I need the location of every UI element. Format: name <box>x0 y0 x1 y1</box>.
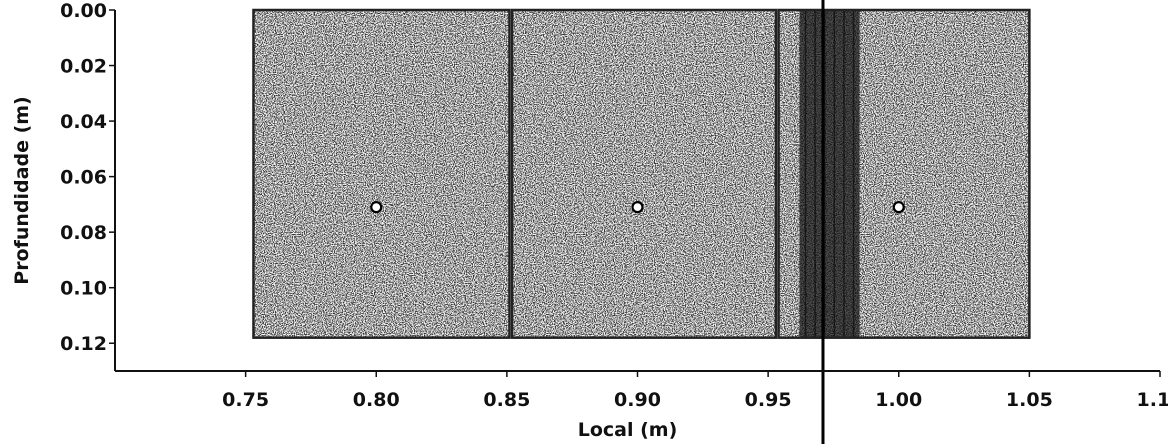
ticks-layer: 0.75 0.80 0.85 0.90 0.95 1.00 1.05 1.10 0.00 0.02… <box>60 0 1168 411</box>
block-2-texture <box>512 10 776 338</box>
x-axis-label: Local (m) <box>578 419 678 441</box>
y-axis-label: Profundidade (m) <box>11 96 33 284</box>
data-point-2 <box>631 201 644 214</box>
x-tick-label: 0.75 <box>222 389 269 411</box>
y-tick-label: 0.00 <box>60 0 107 22</box>
x-tick-label: 0.90 <box>614 389 661 411</box>
block-2-frame <box>510 8 778 339</box>
y-tick-label: 0.10 <box>60 278 107 300</box>
y-tick-label: 0.08 <box>60 222 107 244</box>
y-tick-label: 0.02 <box>60 56 107 78</box>
x-tick-label: 0.95 <box>745 389 792 411</box>
block-1-frame <box>252 8 511 339</box>
block-3-dark-band <box>799 10 860 338</box>
block-3-frame <box>777 8 1031 339</box>
y-tick-label: 0.12 <box>60 333 107 355</box>
data-point-1 <box>370 201 383 214</box>
x-tick-label: 1.10 <box>1137 389 1168 411</box>
y-tick-label: 0.06 <box>60 167 107 189</box>
data-point-3 <box>892 201 905 214</box>
blocks-layer <box>252 8 1031 339</box>
block-1-texture <box>253 10 510 338</box>
x-tick-label: 0.85 <box>483 389 530 411</box>
x-tick-label: 1.05 <box>1006 389 1053 411</box>
x-tick-label: 1.00 <box>875 389 922 411</box>
y-tick-label: 0.04 <box>60 111 107 133</box>
x-tick-label: 0.80 <box>353 389 400 411</box>
